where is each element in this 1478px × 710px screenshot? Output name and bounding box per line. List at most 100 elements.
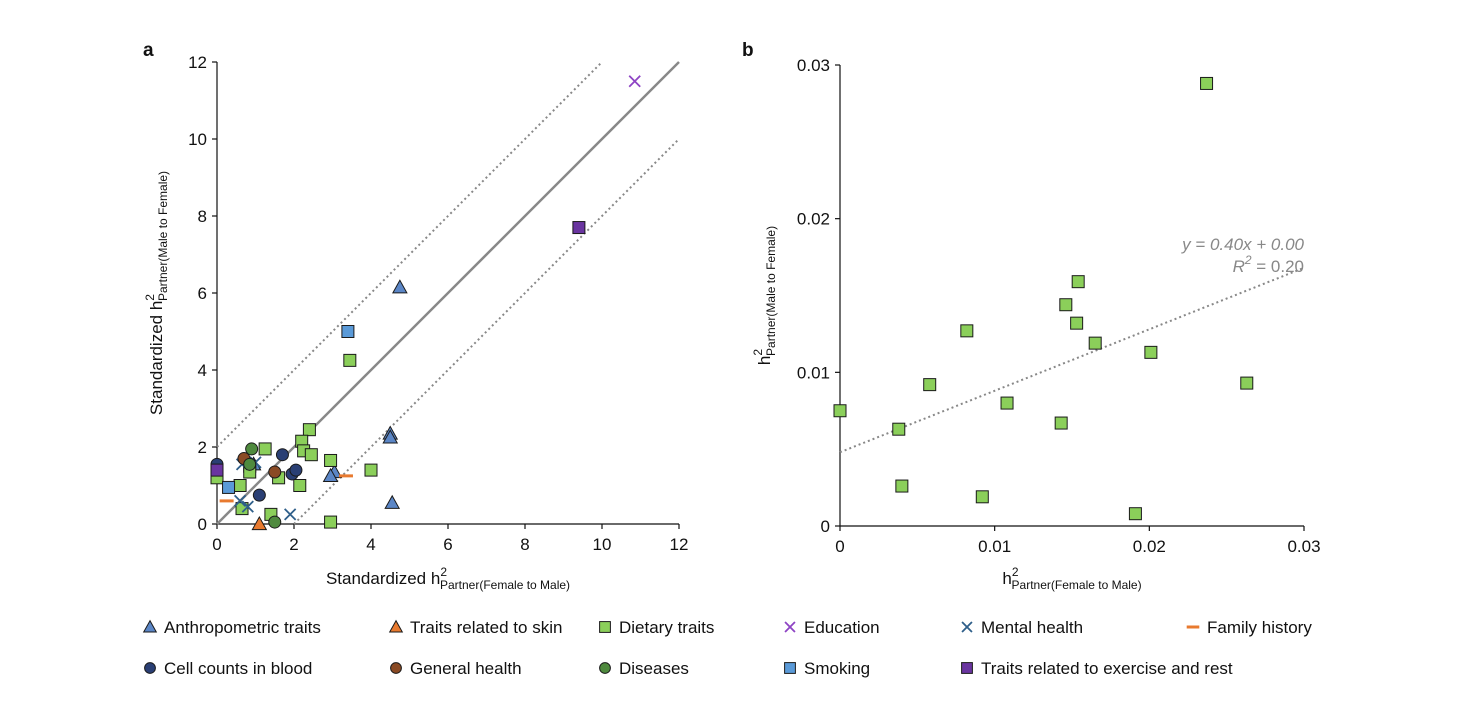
trend-line bbox=[839, 266, 1305, 454]
legend-item-skin: Traits related to skin bbox=[388, 618, 562, 637]
x-tick-label: 0.01 bbox=[978, 537, 1011, 556]
identity-line bbox=[216, 61, 680, 525]
point-dietary bbox=[1054, 416, 1068, 430]
x-tick-label: 0 bbox=[212, 535, 221, 554]
point-anthropometric bbox=[382, 429, 399, 444]
trend-r2: R2 = 0.20 bbox=[1233, 253, 1304, 276]
point-dietary bbox=[258, 442, 272, 456]
legend-marker-smoking bbox=[784, 662, 796, 674]
point-exercise bbox=[210, 463, 224, 477]
x-tick-label: 10 bbox=[593, 535, 612, 554]
legend-item-anthropometric: Anthropometric traits bbox=[142, 618, 321, 637]
point-dietary bbox=[1071, 275, 1085, 289]
point-dietary bbox=[293, 479, 307, 492]
x-axis-label: h2 Partner(Female to Male) bbox=[1002, 565, 1141, 592]
point-dietary bbox=[1088, 336, 1102, 350]
y-tick-label: 8 bbox=[198, 207, 207, 226]
legend-marker-skin bbox=[388, 619, 404, 633]
point-blood bbox=[289, 463, 303, 477]
legend-label: Traits related to exercise and rest bbox=[981, 659, 1233, 678]
point-anthropometric bbox=[392, 279, 408, 294]
legend-label: Cell counts in blood bbox=[164, 659, 312, 678]
point-mental bbox=[241, 500, 254, 513]
legend-label: Anthropometric traits bbox=[164, 618, 321, 637]
x-tick-label: 8 bbox=[520, 535, 529, 554]
legend-item-exercise: Traits related to exercise and rest bbox=[961, 659, 1233, 678]
point-dietary bbox=[304, 448, 318, 462]
point-skin bbox=[251, 515, 268, 531]
legend-label: Mental health bbox=[981, 618, 1083, 637]
trend-equation: y = 0.40x + 0.00 bbox=[1181, 235, 1304, 254]
point-dietary bbox=[895, 479, 909, 493]
y-tick-label: 0 bbox=[198, 515, 207, 534]
point-dietary bbox=[1240, 376, 1254, 390]
y-tick-label: 0.02 bbox=[797, 210, 830, 229]
point-dietary bbox=[923, 378, 937, 392]
point-dietary bbox=[1144, 345, 1158, 359]
point-dietary bbox=[975, 490, 989, 504]
legend-item-education: Education bbox=[784, 618, 880, 637]
point-dietary bbox=[1128, 507, 1142, 521]
point-exercise bbox=[572, 221, 586, 235]
point-dietary bbox=[324, 515, 338, 529]
point-dietary bbox=[1059, 298, 1073, 312]
point-education bbox=[628, 75, 641, 88]
y-tick-label: 0.03 bbox=[797, 56, 830, 75]
legend-label: Education bbox=[804, 618, 880, 637]
point-smoking bbox=[222, 480, 236, 494]
bound-line bbox=[216, 61, 603, 448]
y-tick-label: 0 bbox=[821, 517, 830, 536]
point-smoking bbox=[341, 325, 355, 338]
legend-marker-dietary bbox=[599, 621, 611, 633]
legend-marker-anthropometric bbox=[142, 619, 158, 633]
y-tick-label: 10 bbox=[188, 130, 207, 149]
point-dietary bbox=[302, 423, 316, 437]
panel-b-letter: b bbox=[742, 40, 754, 61]
legend-item-smoking: Smoking bbox=[784, 659, 870, 678]
legend-marker-diseases bbox=[599, 662, 611, 674]
legend-item-mental: Mental health bbox=[961, 618, 1083, 637]
y-axis-label: Standardized h2Partner(Male to Female) bbox=[143, 171, 170, 415]
legend-marker-general bbox=[390, 662, 402, 674]
legend-label: Traits related to skin bbox=[410, 618, 562, 637]
point-mental bbox=[233, 494, 247, 508]
point-dietary bbox=[960, 324, 974, 338]
legend-label: Diseases bbox=[619, 659, 689, 678]
legend-label: Smoking bbox=[804, 659, 870, 678]
y-tick-label: 4 bbox=[198, 361, 207, 380]
legend-item-blood: Cell counts in blood bbox=[144, 659, 312, 678]
legend-marker-exercise bbox=[961, 662, 973, 674]
legend-label: Family history bbox=[1207, 618, 1312, 637]
point-diseases bbox=[245, 442, 259, 456]
legend-item-diseases: Diseases bbox=[599, 659, 689, 678]
legend-marker-mental bbox=[961, 621, 973, 633]
y-tick-label: 12 bbox=[188, 53, 207, 72]
legend-label: General health bbox=[410, 659, 522, 678]
point-mental bbox=[284, 508, 297, 521]
point-diseases bbox=[268, 515, 282, 529]
x-tick-label: 0.02 bbox=[1133, 537, 1166, 556]
point-dietary bbox=[233, 479, 247, 492]
point-blood bbox=[252, 488, 266, 502]
point-anthropometric bbox=[322, 467, 339, 482]
y-tick-label: 6 bbox=[198, 284, 207, 303]
x-tick-label: 6 bbox=[443, 535, 452, 554]
legend-label: Dietary traits bbox=[619, 618, 714, 637]
point-dietary bbox=[1070, 316, 1084, 330]
x-tick-label: 2 bbox=[289, 535, 298, 554]
legend-marker-education bbox=[784, 621, 796, 633]
bound-line bbox=[293, 138, 680, 525]
legend-item-dietary: Dietary traits bbox=[599, 618, 714, 637]
point-blood bbox=[275, 448, 289, 462]
point-dietary bbox=[1200, 76, 1214, 90]
point-dietary bbox=[364, 463, 378, 477]
panel-a-letter: a bbox=[143, 40, 154, 61]
y-tick-label: 0.01 bbox=[797, 363, 830, 382]
x-tick-label: 0.03 bbox=[1287, 537, 1320, 556]
legend-marker-blood bbox=[144, 662, 156, 674]
y-axis-label: h2Partner(Male to Female) bbox=[751, 226, 778, 365]
x-tick-label: 0 bbox=[835, 537, 844, 556]
point-dietary bbox=[833, 404, 847, 418]
legend: Anthropometric traits Traits related to s… bbox=[142, 618, 1312, 678]
